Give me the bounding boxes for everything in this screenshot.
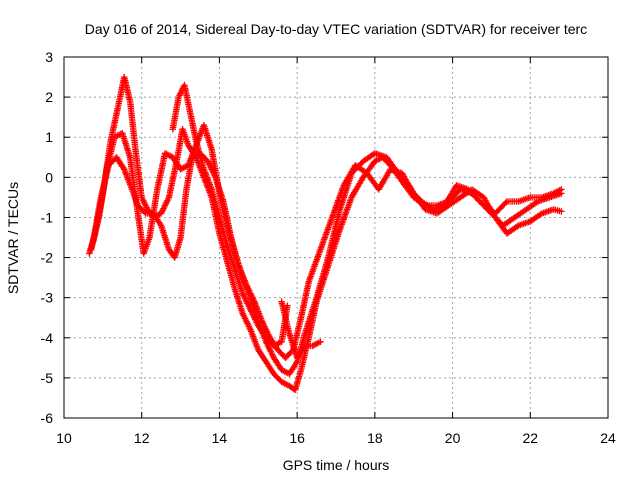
- x-tick-label: 10: [56, 430, 72, 446]
- plus-marker: [558, 208, 565, 215]
- x-tick-label: 22: [522, 430, 538, 446]
- series-trace-2: [88, 122, 565, 378]
- y-tick-label: -2: [41, 250, 54, 266]
- y-tick-label: -6: [41, 410, 54, 426]
- plus-marker: [141, 208, 148, 216]
- y-tick-label: -5: [41, 370, 54, 386]
- y-tick-label: 3: [45, 49, 53, 65]
- x-axis-label: GPS time / hours: [283, 457, 390, 473]
- plus-marker: [502, 199, 509, 206]
- y-tick-label: -1: [41, 209, 54, 225]
- y-tick-label: 0: [45, 169, 53, 185]
- chart-title: Day 016 of 2014, Sidereal Day-to-day VTE…: [85, 21, 587, 37]
- series-trace-5: [278, 298, 324, 361]
- y-tick-label: -3: [41, 290, 54, 306]
- x-tick-label: 18: [367, 430, 383, 446]
- series-trace-4: [169, 81, 291, 349]
- y-tick-label: 2: [45, 89, 53, 105]
- y-tick-label: 1: [45, 129, 53, 145]
- data-series: [86, 73, 565, 394]
- y-axis-label: SDTVAR / TECUs: [5, 182, 21, 294]
- plus-marker: [558, 190, 565, 197]
- x-tick-label: 20: [445, 430, 461, 446]
- x-tick-label: 14: [212, 430, 228, 446]
- x-tick-label: 12: [134, 430, 150, 446]
- plot-frame: [63, 56, 609, 419]
- y-tick-label: -4: [41, 330, 54, 346]
- x-tick-label: 24: [600, 430, 616, 446]
- x-tick-label: 16: [289, 430, 305, 446]
- plus-marker: [317, 338, 324, 345]
